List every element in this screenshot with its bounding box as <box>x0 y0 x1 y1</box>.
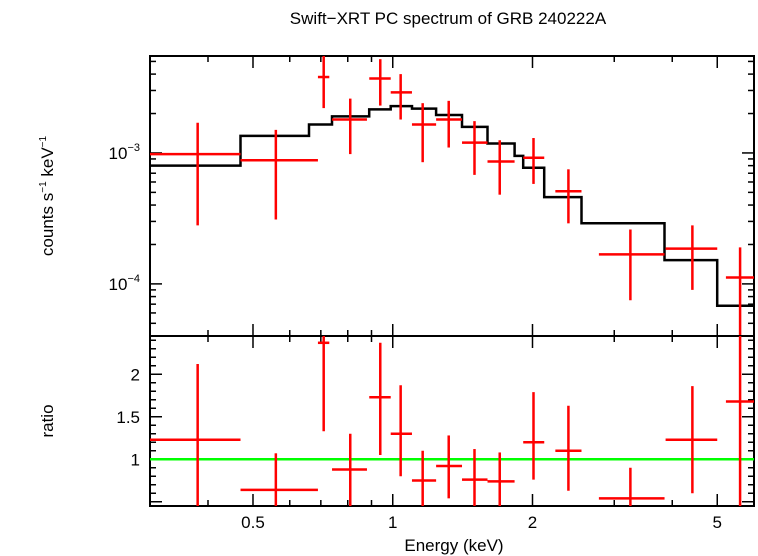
counts-axis-label: counts s−1 keV−1 <box>38 135 57 256</box>
spectrum-frame <box>149 55 755 337</box>
spectrum-data-point <box>555 169 582 224</box>
model-step-line <box>150 104 754 308</box>
spectrum-panel: 10−310−4 <box>109 55 755 337</box>
chart-title: Swift−XRT PC spectrum of GRB 240222A <box>290 9 607 28</box>
ratio-data-point <box>332 433 367 506</box>
ratio-data-point <box>390 385 412 477</box>
ratio-y-tick-label: 2 <box>131 365 140 384</box>
energy-axis-label: Energy (keV) <box>404 536 503 555</box>
ratio-data-point <box>598 467 665 506</box>
spectrum-data-point <box>240 129 318 220</box>
counts-axis-label-exp2: −1 <box>38 135 49 147</box>
spectrum-y-tick-label: 10−4 <box>109 273 140 294</box>
spectrum-data-point <box>332 98 367 155</box>
ratio-axis-label: ratio <box>38 404 57 437</box>
spectrum-data-point <box>665 225 718 290</box>
ratio-data-point <box>523 392 545 480</box>
ratio-y-tick-label: 1.5 <box>116 408 140 427</box>
ratio-data-point <box>555 405 582 491</box>
ratio-y-tick-label: 1 <box>131 450 140 469</box>
spectrum-data-point <box>523 138 545 184</box>
counts-axis-label-base: counts s <box>38 193 57 256</box>
x-tick-label: 5 <box>713 513 722 532</box>
x-tick-label: 0.5 <box>241 513 265 532</box>
spectrum-y-tick-label: 10−3 <box>109 142 140 163</box>
ratio-data-point <box>725 336 754 506</box>
x-tick-label: 1 <box>388 513 397 532</box>
ratio-panel: 0.5 1 2 5 1 1.5 2 <box>116 335 755 532</box>
spectrum-data-point <box>462 121 488 175</box>
spectrum-data-point <box>317 56 330 109</box>
ratio-data-point <box>240 453 318 506</box>
spectrum-data-point <box>390 74 412 120</box>
ratio-data-point <box>317 336 330 432</box>
ratio-data-point <box>369 342 391 455</box>
spectrum-y-tick-label-base: 10 <box>109 144 128 163</box>
spectrum-y-tick-label-exp: −4 <box>127 273 140 285</box>
spectrum-data-point <box>150 122 241 226</box>
spectrum-y-tick-label-base: 10 <box>109 275 128 294</box>
counts-axis-label-exp1: −1 <box>38 181 49 193</box>
x-tick-label: 2 <box>528 513 537 532</box>
spectrum-data-point <box>369 59 391 106</box>
spectrum-data-point <box>725 247 754 336</box>
ratio-data-point <box>150 364 241 506</box>
ratio-data-point <box>436 435 463 499</box>
spectrum-data-point <box>598 229 665 301</box>
ratio-frame <box>149 335 755 507</box>
ratio-data-point <box>411 450 437 506</box>
counts-axis-label-mid: keV <box>38 147 57 182</box>
spectrum-y-tick-label-exp: −3 <box>127 142 140 154</box>
spectrum-data-point <box>436 100 463 148</box>
ratio-data-point <box>462 449 488 506</box>
spectrum-data-point <box>487 140 515 195</box>
spectrum-data-point <box>411 103 437 163</box>
ratio-data-point <box>487 452 515 506</box>
ratio-data-point <box>665 386 718 494</box>
